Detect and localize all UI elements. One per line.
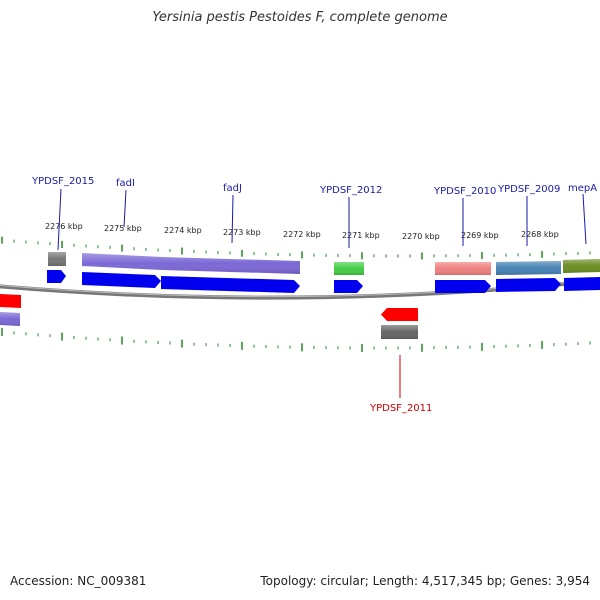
feature-bar-shade <box>0 312 20 326</box>
feature-bar-shade <box>496 261 561 275</box>
kbp-label: 2276 kbp <box>45 222 83 231</box>
cds-arrow-ypdsf-2011[interactable] <box>381 308 418 321</box>
label-leaders <box>57 188 587 398</box>
reverse-feature-track <box>0 294 418 339</box>
kbp-label: 2274 kbp <box>164 226 202 235</box>
cds-arrow-fadi[interactable] <box>82 272 161 288</box>
kbp-labels: 2276 kbp 2275 kbp 2274 kbp 2273 kbp 2272… <box>45 222 559 241</box>
gene-label-fadi[interactable]: fadI <box>116 178 135 189</box>
kbp-label: 2271 kbp <box>342 231 380 240</box>
gene-labels: YPDSF_2015 fadI fadJ YPDSF_2012 YPDSF_20… <box>31 176 597 414</box>
feature-bar-shade <box>48 252 66 266</box>
kbp-label: 2273 kbp <box>223 228 261 237</box>
feature-bar-shade <box>381 325 418 339</box>
feature-bar-shade <box>82 253 300 274</box>
gene-label-ypdsf-2015[interactable]: YPDSF_2015 <box>31 176 94 187</box>
feature-bar-shade <box>334 262 364 275</box>
forward-feature-track <box>48 252 600 275</box>
cds-arrow-ypdsf-2010[interactable] <box>435 280 491 293</box>
inner-tick-marks <box>1 327 591 352</box>
leader-ypdsf-2015 <box>57 188 62 251</box>
outer-tick-marks <box>1 236 591 260</box>
cds-arrow-reverse-left[interactable] <box>0 294 21 308</box>
leader-mepa <box>582 193 587 245</box>
gene-label-mepa[interactable]: mepA <box>568 183 597 194</box>
cds-arrow-ypdsf-2012[interactable] <box>334 280 363 293</box>
cds-arrow-ypdsf-2015[interactable] <box>47 270 66 283</box>
kbp-label: 2268 kbp <box>521 230 559 239</box>
cds-arrow-fadj[interactable] <box>161 276 300 293</box>
kbp-label: 2270 kbp <box>402 232 440 241</box>
gene-label-fadj[interactable]: fadJ <box>223 183 242 194</box>
feature-bar-shade <box>435 262 491 275</box>
feature-bar-shade <box>563 259 600 273</box>
forward-cds-track <box>47 270 600 293</box>
topology-summary: Topology: circular; Length: 4,517,345 bp… <box>260 574 590 588</box>
cds-arrow-ypdsf-2009[interactable] <box>496 278 561 292</box>
kbp-label: 2272 kbp <box>283 230 321 239</box>
map-title: Yersinia pestis Pestoides F, complete ge… <box>152 10 448 25</box>
gene-label-ypdsf-2012[interactable]: YPDSF_2012 <box>319 185 382 196</box>
gene-label-ypdsf-2009[interactable]: YPDSF_2009 <box>497 184 560 195</box>
leader-fadi <box>123 189 127 228</box>
kbp-label: 2269 kbp <box>461 231 499 240</box>
gene-label-ypdsf-2011[interactable]: YPDSF_2011 <box>369 403 432 414</box>
gene-label-ypdsf-2010[interactable]: YPDSF_2010 <box>433 186 496 197</box>
leader-fadj <box>231 194 234 244</box>
cds-arrow-mepa[interactable] <box>564 277 600 291</box>
accession-text: Accession: NC_009381 <box>10 574 147 588</box>
kbp-label: 2275 kbp <box>104 224 142 233</box>
